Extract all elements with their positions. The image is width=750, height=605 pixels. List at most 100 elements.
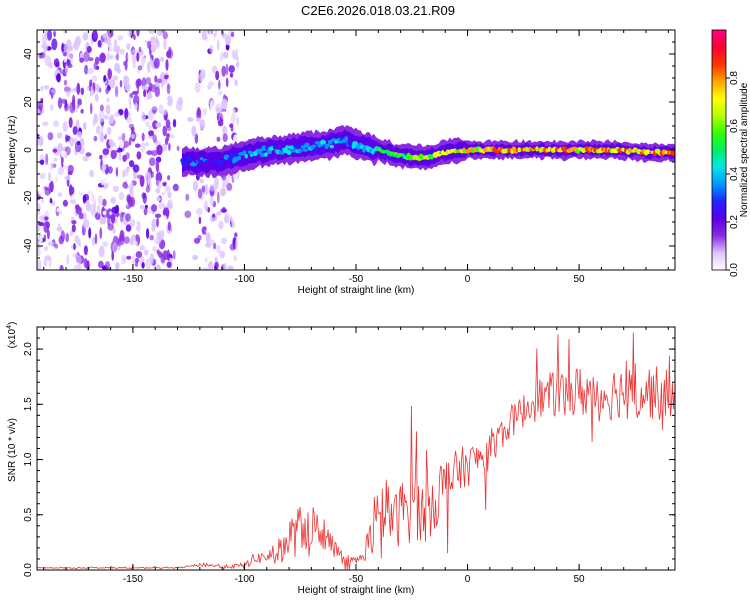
noise-blob bbox=[96, 84, 100, 92]
noise-blob bbox=[112, 185, 120, 193]
noise-blob bbox=[165, 133, 171, 138]
noise-blob bbox=[140, 101, 147, 107]
trace-point bbox=[264, 152, 268, 157]
noise-blob bbox=[98, 260, 104, 269]
noise-blob bbox=[106, 97, 110, 103]
noise-blob bbox=[147, 175, 151, 186]
noise-blob bbox=[49, 197, 53, 204]
noise-blob bbox=[216, 113, 220, 121]
trace-point bbox=[258, 148, 263, 153]
noise-blob bbox=[172, 250, 176, 260]
noise-blob bbox=[93, 113, 98, 125]
trace-point bbox=[344, 136, 349, 142]
noise-blob bbox=[57, 97, 63, 109]
noise-blob bbox=[121, 133, 126, 142]
noise-blob bbox=[164, 74, 169, 80]
noise-blob bbox=[203, 56, 207, 68]
noise-blob bbox=[216, 39, 220, 51]
noise-blob bbox=[63, 54, 68, 63]
noise-blob bbox=[214, 177, 219, 190]
noise-blob bbox=[89, 92, 94, 97]
noise-blob bbox=[125, 213, 131, 222]
noise-blob bbox=[67, 45, 73, 52]
noise-blob bbox=[136, 52, 140, 62]
noise-blob bbox=[174, 111, 180, 116]
noise-blob bbox=[133, 94, 140, 106]
noise-blob bbox=[77, 223, 83, 235]
colorbar-tick-label: 0.4 bbox=[729, 167, 740, 181]
noise-blob bbox=[117, 68, 121, 74]
noise-blob bbox=[124, 59, 128, 71]
trace-point bbox=[259, 152, 265, 158]
noise-blob bbox=[126, 173, 132, 186]
noise-blob bbox=[149, 253, 154, 265]
noise-blob bbox=[129, 109, 134, 114]
noise-blob bbox=[139, 245, 146, 251]
snr-y-multiplier: (x104) bbox=[6, 322, 18, 349]
noise-blob bbox=[230, 112, 236, 124]
noise-blob bbox=[141, 112, 146, 122]
noise-blob bbox=[138, 256, 145, 264]
trace-point bbox=[242, 150, 247, 156]
noise-blob bbox=[201, 185, 206, 193]
noise-blob bbox=[135, 257, 139, 264]
noise-blob bbox=[53, 30, 56, 38]
noise-blob bbox=[76, 131, 83, 138]
noise-blob bbox=[214, 256, 218, 263]
noise-blob bbox=[109, 114, 115, 120]
noise-blob bbox=[107, 223, 114, 231]
noise-blob bbox=[125, 166, 131, 172]
noise-blob bbox=[43, 246, 49, 252]
noise-blob bbox=[149, 157, 156, 167]
noise-blob bbox=[136, 30, 140, 37]
noise-blob bbox=[85, 199, 91, 212]
noise-blob bbox=[114, 85, 119, 98]
noise-blob bbox=[140, 141, 146, 153]
noise-blob bbox=[157, 78, 162, 84]
noise-blob bbox=[68, 184, 73, 196]
noise-blob bbox=[222, 51, 229, 59]
noise-blob bbox=[166, 261, 172, 268]
noise-blob bbox=[213, 242, 217, 250]
snr-y-tick-label: 0.0 bbox=[23, 563, 34, 577]
trace-point bbox=[384, 149, 391, 153]
noise-blob bbox=[146, 93, 153, 100]
snr-y-tick-label: 0.5 bbox=[23, 507, 34, 521]
noise-blob bbox=[62, 51, 67, 57]
noise-blob bbox=[41, 197, 45, 204]
noise-blob bbox=[116, 52, 120, 61]
noise-blob bbox=[130, 181, 134, 192]
noise-blob bbox=[216, 244, 221, 254]
noise-blob bbox=[150, 43, 157, 53]
noise-blob bbox=[125, 224, 132, 232]
noise-blob bbox=[153, 57, 160, 69]
noise-blob bbox=[220, 187, 227, 197]
noise-blob bbox=[155, 188, 160, 194]
noise-blob bbox=[218, 220, 224, 230]
noise-blob bbox=[68, 117, 73, 128]
noise-blob bbox=[99, 216, 107, 225]
noise-blob bbox=[205, 242, 212, 248]
noise-blob bbox=[221, 98, 228, 110]
noise-blob bbox=[107, 67, 112, 80]
noise-blob bbox=[156, 217, 159, 228]
noise-blob bbox=[51, 38, 58, 51]
noise-blob bbox=[99, 227, 103, 240]
noise-blob bbox=[227, 226, 233, 235]
noise-blob bbox=[111, 206, 118, 214]
noise-blob bbox=[215, 70, 220, 81]
noise-blob bbox=[154, 75, 158, 83]
noise-blob bbox=[117, 237, 122, 247]
noise-blob bbox=[131, 49, 138, 55]
noise-blob bbox=[102, 210, 107, 215]
noise-blob bbox=[69, 136, 75, 147]
noise-blob bbox=[158, 201, 165, 210]
noise-blob bbox=[67, 63, 73, 68]
noise-blob bbox=[86, 45, 92, 53]
trace-point bbox=[319, 139, 327, 145]
colorbar-frame bbox=[711, 29, 727, 271]
colorbar-tick-label: 0.2 bbox=[729, 215, 740, 229]
noise-blob bbox=[107, 30, 114, 38]
noise-blob bbox=[165, 59, 169, 71]
colorbar-tick-label: 0.8 bbox=[729, 71, 740, 85]
